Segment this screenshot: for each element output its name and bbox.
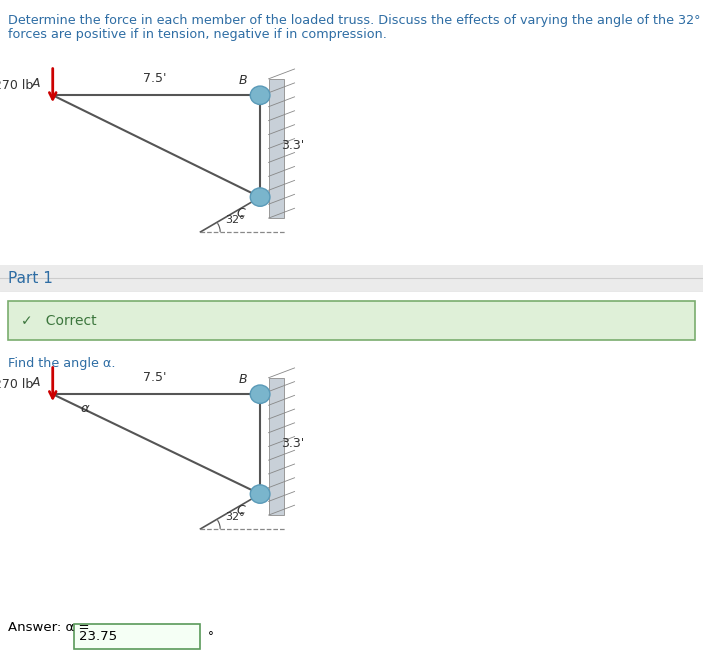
Text: Determine the force in each member of the loaded truss. Discuss the effects of v: Determine the force in each member of th… (8, 14, 703, 28)
Circle shape (250, 385, 270, 403)
Circle shape (250, 188, 270, 206)
Text: A: A (32, 77, 40, 90)
Text: °: ° (207, 630, 213, 643)
Text: 3.3': 3.3' (281, 437, 304, 450)
Text: 270 lb: 270 lb (0, 79, 34, 92)
Text: Find the angle α.: Find the angle α. (8, 357, 116, 371)
Text: B: B (238, 373, 247, 386)
Circle shape (250, 86, 270, 104)
Text: 23.75: 23.75 (79, 630, 117, 643)
Text: 7.5': 7.5' (143, 371, 167, 384)
Text: 32°: 32° (225, 215, 245, 225)
FancyBboxPatch shape (8, 301, 695, 340)
Circle shape (250, 485, 270, 503)
Text: Part 1: Part 1 (8, 271, 53, 286)
Text: 32°: 32° (225, 512, 245, 522)
Text: ✓   Correct: ✓ Correct (21, 313, 97, 328)
Text: C: C (236, 504, 245, 517)
Text: C: C (236, 207, 245, 220)
FancyBboxPatch shape (269, 79, 284, 218)
Text: α: α (81, 402, 89, 415)
Text: Answer: α =: Answer: α = (8, 621, 90, 634)
Text: forces are positive if in tension, negative if in compression.: forces are positive if in tension, negat… (8, 28, 387, 41)
Text: A: A (32, 376, 40, 389)
FancyBboxPatch shape (74, 624, 200, 649)
Text: 3.3': 3.3' (281, 139, 304, 152)
Text: 270 lb: 270 lb (0, 378, 34, 391)
Text: 7.5': 7.5' (143, 72, 167, 85)
FancyBboxPatch shape (269, 378, 284, 515)
FancyBboxPatch shape (0, 265, 703, 292)
Text: B: B (238, 74, 247, 87)
